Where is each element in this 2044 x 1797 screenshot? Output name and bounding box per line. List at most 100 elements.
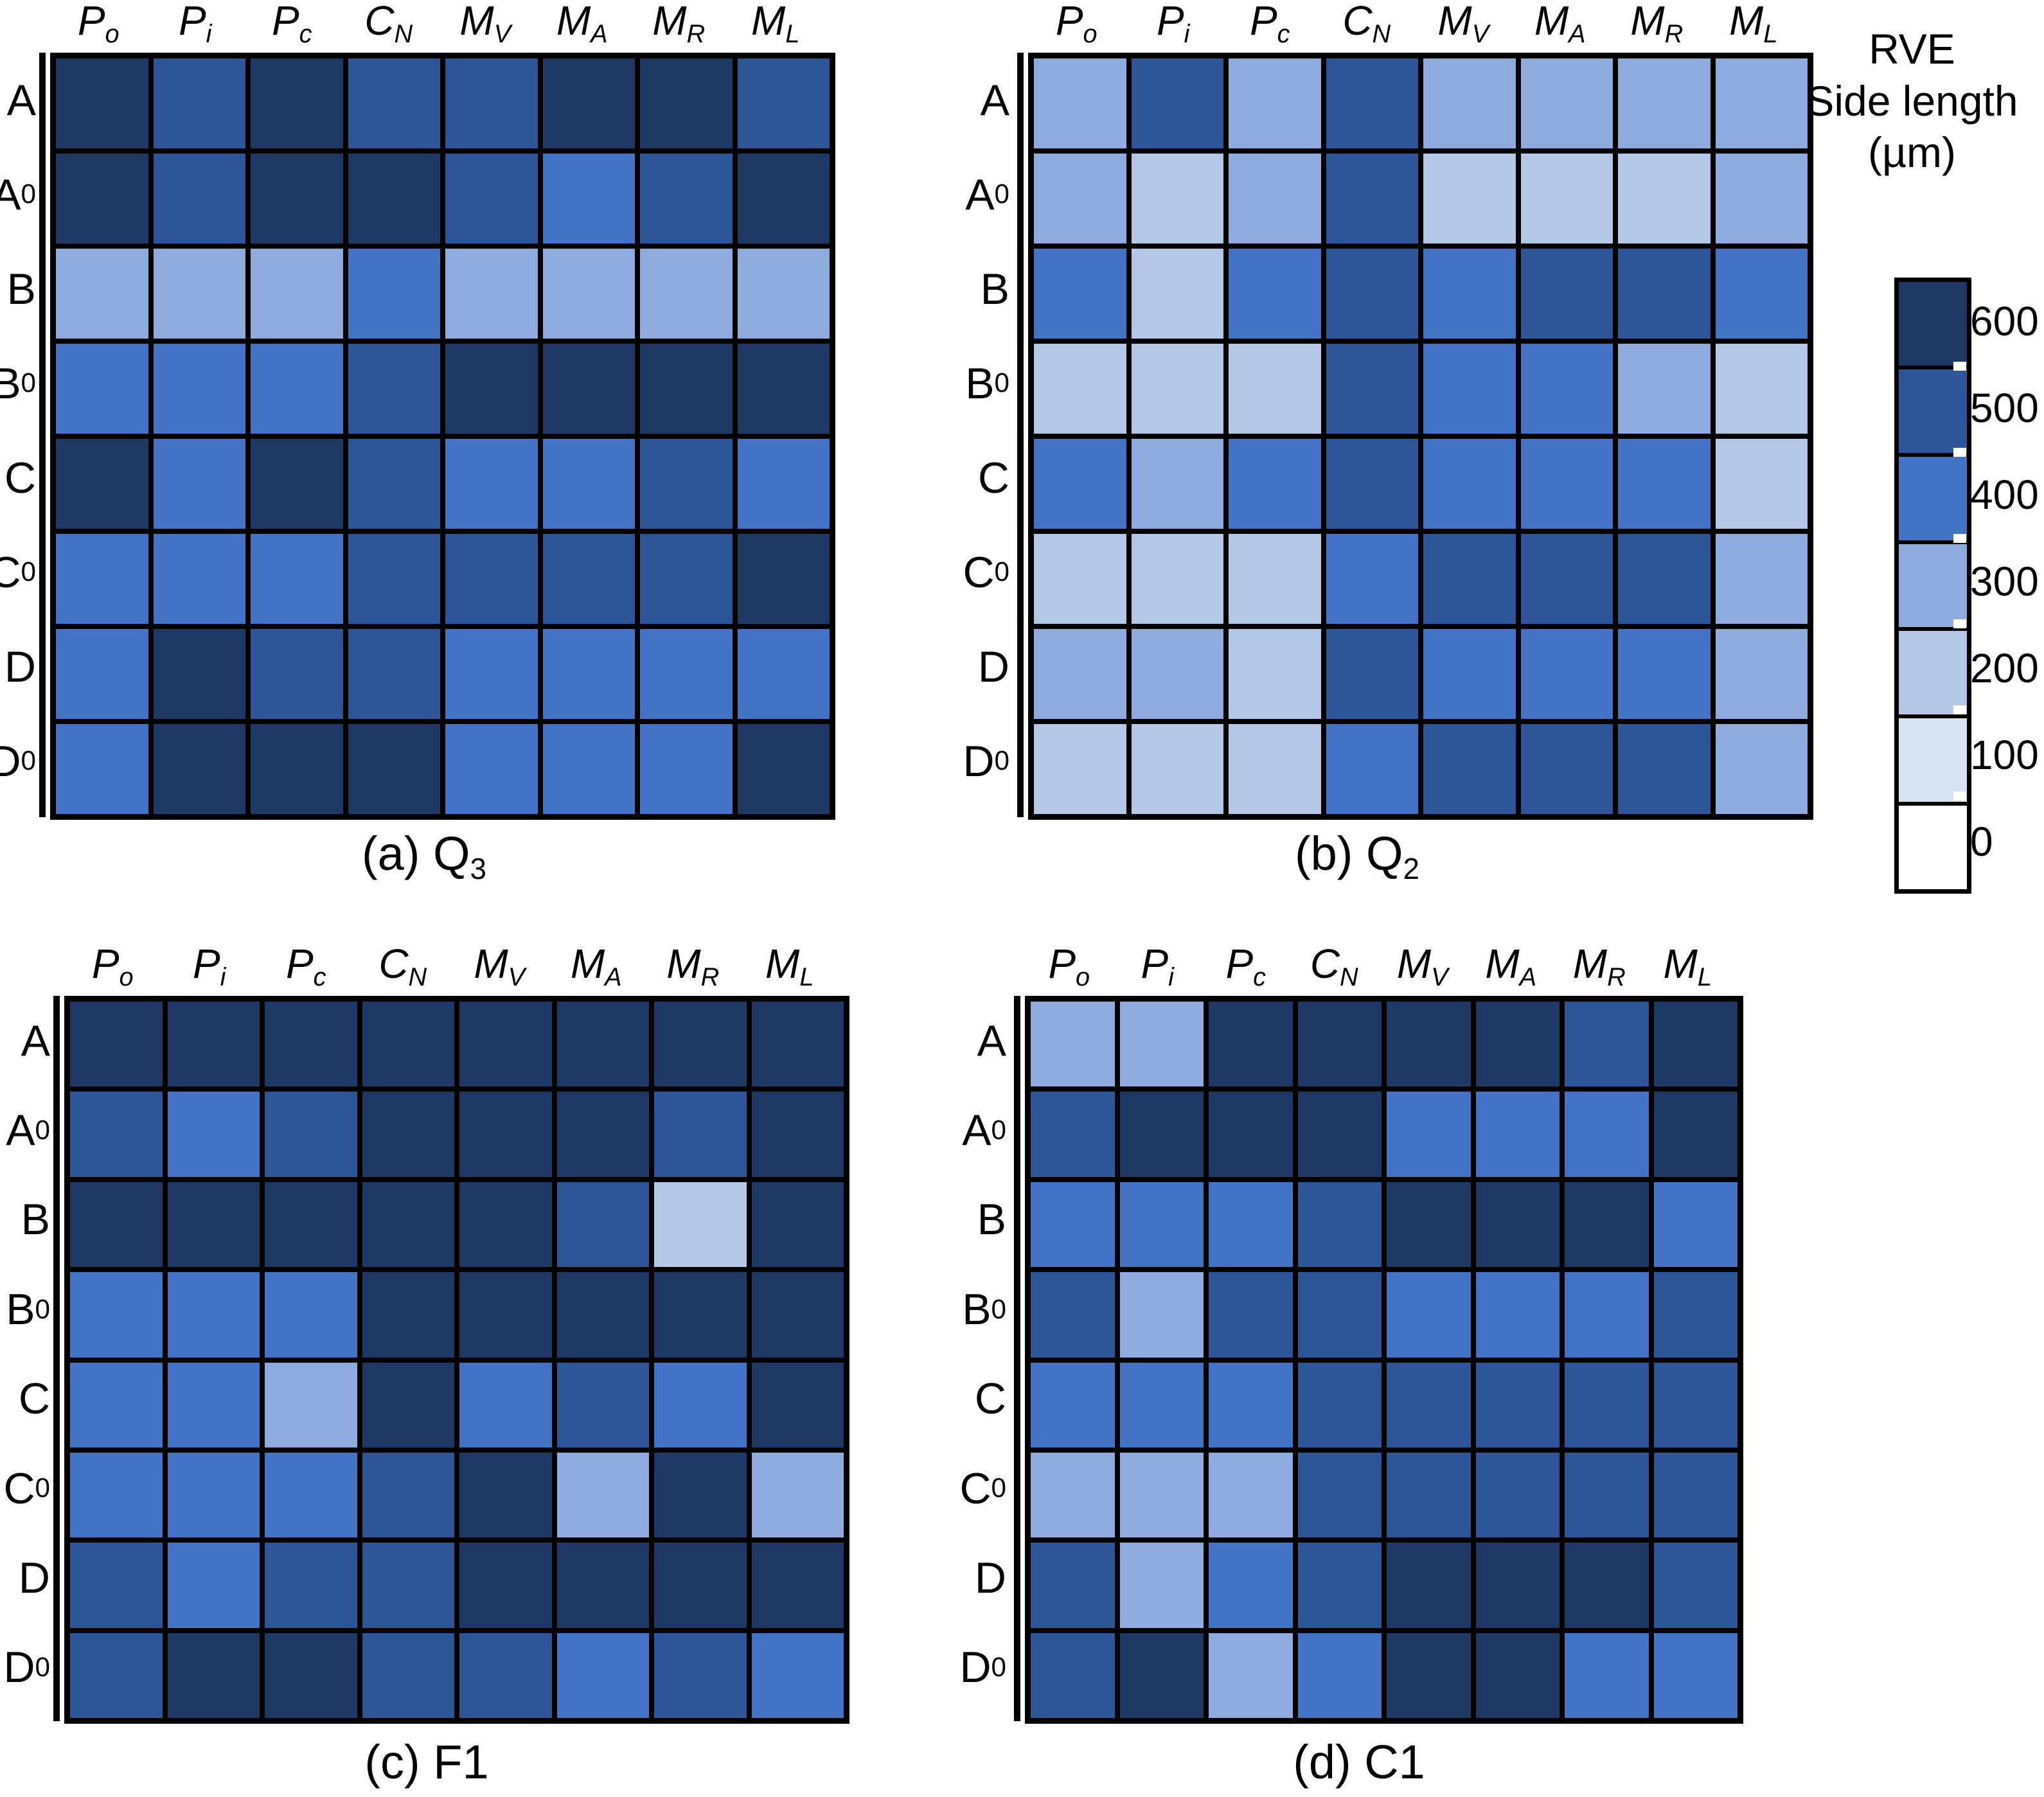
heatmap-cell <box>251 724 343 814</box>
heatmap-cell <box>542 439 635 529</box>
column-label: Pi <box>178 0 212 48</box>
heatmap-cell <box>56 249 148 339</box>
subscript: 0 <box>994 179 1009 209</box>
heatmap-cell <box>1423 439 1516 529</box>
heatmap-cell <box>751 1633 844 1718</box>
heatmap-cell <box>1297 1452 1382 1538</box>
subscript: 0 <box>21 367 36 398</box>
heatmap-cell <box>751 1543 844 1628</box>
heatmap-cell <box>654 1452 747 1538</box>
heatmap-cell <box>362 1272 454 1358</box>
heatmap-cell <box>1475 1362 1560 1447</box>
row-label: A <box>980 75 1009 125</box>
axis-spine <box>53 996 60 1721</box>
column-label: MR <box>1572 941 1626 991</box>
heatmap-cell <box>167 1633 260 1718</box>
colorbar <box>1894 278 1971 894</box>
heatmap-cell <box>251 344 343 434</box>
subscript: 0 <box>994 367 1009 398</box>
row-label: C <box>18 1374 50 1424</box>
heatmap-cell <box>1131 154 1223 243</box>
subscript: V <box>508 962 526 991</box>
heatmap-cell <box>640 58 733 148</box>
heatmap-cell <box>1119 1092 1204 1177</box>
subscript: c <box>1277 19 1290 48</box>
heatmap-cell <box>251 534 343 624</box>
subscript: 0 <box>991 1293 1006 1324</box>
heatmap-cell <box>1031 1182 1115 1268</box>
heatmap-cell <box>1209 1362 1293 1447</box>
heatmap-cell <box>1209 1182 1293 1268</box>
heatmap-cell <box>640 534 733 624</box>
subscript: N <box>408 962 427 991</box>
heatmap-cell <box>640 344 733 434</box>
heatmap-cell <box>654 1362 747 1447</box>
heatmap-cell <box>265 1272 357 1358</box>
row-label: C <box>974 1374 1006 1424</box>
subscript: N <box>394 19 413 48</box>
heatmap-cell <box>1031 1543 1115 1628</box>
caption-b: (b) Q2 <box>1294 827 1420 885</box>
heatmap-cell <box>1653 1272 1737 1358</box>
heatmap-cell <box>1326 58 1418 148</box>
heatmap-cell <box>459 1002 552 1087</box>
heatmap-cell <box>1034 154 1126 243</box>
heatmap-cell <box>1387 1633 1471 1718</box>
heatmap-cell <box>1387 1182 1471 1268</box>
heatmap-cell <box>56 154 148 243</box>
heatmap-cell <box>56 439 148 529</box>
heatmap-cell <box>1031 1362 1115 1447</box>
heatmap-cell <box>56 344 148 434</box>
heatmap-cell <box>737 249 830 339</box>
subscript: 0 <box>994 556 1009 587</box>
heatmap-cell <box>556 1002 649 1087</box>
colorbar-block <box>1899 631 1967 715</box>
heatmap-cell <box>737 439 830 529</box>
heatmap-cell <box>348 629 440 719</box>
heatmap-cell <box>153 249 245 339</box>
colorbar-tick-mark <box>1953 448 1966 457</box>
heatmap-cell <box>1618 249 1711 339</box>
heatmap-c-column-labels: Po Pi Pc CN MV MA MR ML <box>64 943 838 993</box>
heatmap-cell <box>542 249 635 339</box>
heatmap-cell <box>1565 1543 1649 1628</box>
heatmap-cell <box>640 724 733 814</box>
heatmap-cell <box>1565 1182 1649 1268</box>
heatmap-cell <box>1297 1543 1382 1628</box>
heatmap-cell <box>1475 1092 1560 1177</box>
heatmap-cell <box>445 629 538 719</box>
heatmap-cell <box>1131 629 1223 719</box>
heatmap-cell <box>556 1633 649 1718</box>
caption-d: (d) C1 <box>1293 1735 1425 1789</box>
row-label: B <box>6 264 36 314</box>
heatmap-c-grid <box>64 996 849 1724</box>
heatmap-cell <box>362 1362 454 1447</box>
heatmap-cell <box>1520 724 1613 814</box>
heatmap-cell <box>654 1182 747 1268</box>
heatmap-cell <box>265 1452 357 1538</box>
heatmap-cell <box>1715 58 1808 148</box>
heatmap-cell <box>737 154 830 243</box>
heatmap-cell <box>1326 534 1418 624</box>
heatmap-cell <box>1387 1272 1471 1358</box>
heatmap-cell <box>1423 724 1516 814</box>
heatmap-cell <box>1653 1092 1737 1177</box>
heatmap-cell <box>1034 629 1126 719</box>
column-label: Pi <box>1156 0 1190 48</box>
heatmap-cell <box>70 1002 163 1087</box>
heatmap-cell <box>1209 1543 1293 1628</box>
heatmap-cell <box>1031 1272 1115 1358</box>
heatmap-cell <box>1034 439 1126 529</box>
subscript: L <box>799 962 814 991</box>
heatmap-b-column-labels: Po Pi Pc CN MV MA MR ML <box>1028 0 1802 50</box>
heatmap-cell <box>1034 534 1126 624</box>
heatmap-cell <box>556 1182 649 1268</box>
heatmap-cell <box>1618 724 1711 814</box>
row-label: D <box>4 642 36 691</box>
colorbar-tick-label: 400 <box>1970 471 2039 518</box>
subscript: A <box>591 19 608 48</box>
